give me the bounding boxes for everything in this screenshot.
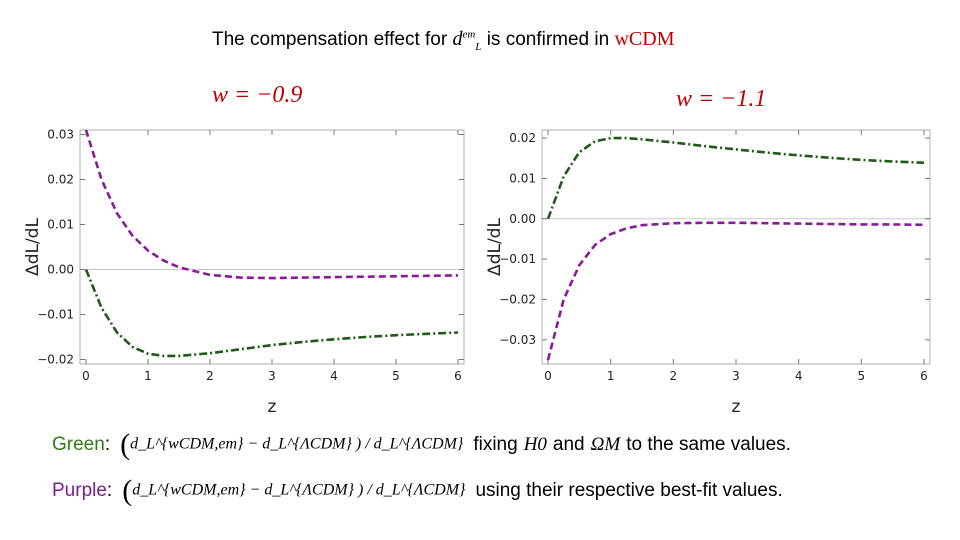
x-tick-label: 3 bbox=[732, 369, 740, 383]
series-line-green bbox=[84, 269, 459, 358]
y-axis-label: ΔdL/dL bbox=[485, 218, 505, 276]
purple-label: Purple bbox=[52, 480, 107, 501]
left-panel-title: w = −0.9 bbox=[212, 82, 303, 108]
green-open-paren: ( bbox=[120, 428, 131, 461]
green-h0: H0 bbox=[523, 434, 547, 455]
title-sup: em bbox=[462, 28, 476, 41]
plot-frame bbox=[541, 129, 931, 365]
green-formula-text: d_L^{wCDM,em} − d_L^{ΛCDM} ) / d_L^{ΛCDM… bbox=[130, 435, 464, 453]
title-middle: is confirmed in bbox=[486, 29, 610, 50]
green-om: ΩM bbox=[590, 434, 621, 455]
green-label: Green bbox=[52, 434, 105, 455]
x-tick-label: 2 bbox=[670, 369, 678, 383]
series-line-purple bbox=[546, 221, 925, 361]
y-tick-label: −0.02 bbox=[499, 292, 536, 306]
green-text-a: fixing bbox=[473, 434, 518, 455]
y-tick-label: 0.00 bbox=[509, 212, 536, 226]
series-line-green bbox=[546, 136, 925, 220]
purple-formula-text: d_L^{wCDM,em} − d_L^{ΛCDM} ) / d_L^{ΛCDM… bbox=[132, 481, 466, 499]
x-tick-label: 0 bbox=[82, 369, 90, 383]
y-tick-label: 0.01 bbox=[47, 218, 74, 232]
x-tick-label: 4 bbox=[795, 369, 803, 383]
x-tick-label: 2 bbox=[206, 369, 214, 383]
green-legend: Green: (d_L^{wCDM,em} − d_L^{ΛCDM} ) / d… bbox=[52, 428, 791, 462]
purple-formula: (d_L^{wCDM,em} − d_L^{ΛCDM} ) / d_L^{ΛCD… bbox=[122, 474, 465, 508]
x-axis-label: z bbox=[268, 397, 277, 417]
purple-colon: : bbox=[106, 480, 113, 501]
y-tick-label: 0.02 bbox=[509, 131, 536, 145]
title-prefix: The compensation effect for bbox=[212, 29, 448, 50]
title-symbol: demL bbox=[452, 28, 482, 53]
y-tick-label: −0.03 bbox=[499, 333, 536, 347]
x-tick-label: 4 bbox=[330, 369, 338, 383]
y-axis-label: ΔdL/dL bbox=[23, 218, 43, 276]
purple-open-paren: ( bbox=[122, 474, 133, 507]
plot-frame bbox=[79, 129, 465, 365]
purple-legend: Purple: (d_L^{wCDM,em} − d_L^{ΛCDM} ) / … bbox=[52, 474, 783, 508]
x-tick-label: 3 bbox=[268, 369, 276, 383]
purple-text: using their respective best-fit values. bbox=[475, 480, 783, 501]
x-axis-label: z bbox=[732, 397, 741, 417]
x-tick-label: 5 bbox=[392, 369, 400, 383]
title-d: d bbox=[452, 28, 463, 50]
right-panel-title: w = −1.1 bbox=[676, 86, 767, 112]
x-tick-label: 1 bbox=[607, 369, 615, 383]
x-tick-label: 6 bbox=[920, 369, 928, 383]
y-tick-label: −0.01 bbox=[37, 308, 74, 322]
y-tick-label: −0.02 bbox=[37, 353, 74, 367]
green-colon: : bbox=[104, 434, 111, 455]
right-chart: 0.02 0.01 0.00 −0.01 −0.02 −0.03 0 1 2 3 4 5 6 z ΔdL/d… bbox=[485, 129, 931, 417]
x-tick-label: 5 bbox=[858, 369, 866, 383]
title-sub: L bbox=[475, 41, 482, 53]
slide-title: The compensation effect for demL is conf… bbox=[212, 28, 674, 53]
y-tick-label: 0.01 bbox=[509, 171, 536, 185]
left-chart: 0.03 0.02 0.01 0.00 −0.01 −0.02 0 1 2 3 4 5 6 z ΔdL/dL bbox=[23, 128, 465, 417]
x-tick-label: 6 bbox=[454, 369, 462, 383]
series-line-purple bbox=[84, 129, 459, 280]
y-tick-label: 0.00 bbox=[47, 263, 74, 277]
green-text-c: to the same values. bbox=[626, 434, 791, 455]
y-tick-label: −0.01 bbox=[499, 252, 536, 266]
green-formula: (d_L^{wCDM,em} − d_L^{ΛCDM} ) / d_L^{ΛCD… bbox=[120, 428, 463, 462]
x-tick-label: 1 bbox=[144, 369, 152, 383]
x-tick-label: 0 bbox=[544, 369, 552, 383]
title-model: wCDM bbox=[614, 28, 675, 50]
green-text-b: and bbox=[552, 434, 585, 455]
y-tick-label: 0.02 bbox=[47, 173, 74, 187]
y-tick-label: 0.03 bbox=[47, 128, 74, 142]
